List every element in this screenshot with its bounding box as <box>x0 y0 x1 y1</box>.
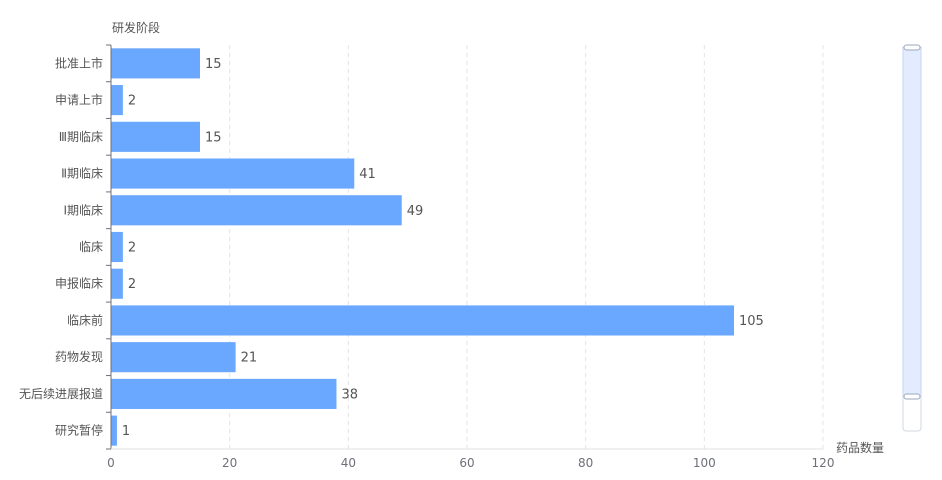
data-label: 105 <box>739 314 764 329</box>
y-category-label: 申报临床 <box>55 276 103 291</box>
y-category-label: Ⅰ期临床 <box>63 203 103 217</box>
y-category-label: 申请上市 <box>55 92 103 107</box>
data-label: 2 <box>128 277 136 292</box>
x-tick-label: 0 <box>107 456 115 470</box>
y-category-labels: 研究暂停 无后续进展报道 药物发现 临床前 申报临床 临床 Ⅰ期临床 Ⅱ期临床 Ⅲ期临床 申请上市… <box>19 55 103 437</box>
bar[interactable] <box>111 158 355 189</box>
x-tick-label: 100 <box>693 456 716 470</box>
data-label: 15 <box>205 57 222 72</box>
data-label: 15 <box>205 130 222 145</box>
bar[interactable] <box>111 231 123 263</box>
y-category-label: 研究暂停 <box>55 423 103 438</box>
axes <box>106 44 823 450</box>
bar[interactable] <box>111 415 117 446</box>
data-label: 41 <box>359 167 376 182</box>
x-axis-title: 药品数量 <box>836 440 884 455</box>
bar[interactable] <box>111 268 123 299</box>
data-label: 2 <box>128 241 136 256</box>
bar[interactable] <box>111 48 200 79</box>
y-category-label: Ⅲ期临床 <box>59 130 103 144</box>
data-label: 1 <box>122 424 130 439</box>
data-label: 21 <box>241 351 258 366</box>
data-label: 49 <box>407 204 424 219</box>
x-tick-label: 80 <box>578 456 593 470</box>
y-category-label: 临床前 <box>67 312 103 327</box>
bar[interactable] <box>111 378 337 409</box>
data-labels: 1 38 21 105 2 2 49 41 15 2 15 <box>122 57 764 439</box>
bar[interactable] <box>111 305 734 336</box>
scrollbar-handle-top[interactable] <box>903 44 921 51</box>
scrollbar-handle-bottom[interactable] <box>903 393 921 400</box>
bar[interactable] <box>111 85 123 116</box>
x-tick-label: 120 <box>812 456 835 470</box>
scrollbar-selected-range[interactable] <box>902 46 922 398</box>
x-tick-label: 60 <box>459 456 474 470</box>
y-category-label: 批准上市 <box>55 55 103 70</box>
y-category-label: Ⅱ期临床 <box>61 167 103 181</box>
data-label: 38 <box>341 387 358 402</box>
bar[interactable] <box>111 121 200 152</box>
bar[interactable] <box>111 342 236 373</box>
x-tick-label: 40 <box>341 456 356 470</box>
y-category-label: 临床 <box>79 240 103 254</box>
bar[interactable] <box>111 195 402 226</box>
x-tick-labels: 0 20 40 60 80 100 120 <box>107 456 834 470</box>
x-tick-label: 20 <box>222 456 237 470</box>
data-zoom-scrollbar[interactable] <box>902 44 922 432</box>
y-axis-title: 研发阶段 <box>112 20 160 35</box>
bars <box>111 48 734 446</box>
y-category-label: 药物发现 <box>55 349 103 364</box>
data-label: 2 <box>128 94 136 109</box>
y-category-label: 无后续进展报道 <box>19 386 103 401</box>
